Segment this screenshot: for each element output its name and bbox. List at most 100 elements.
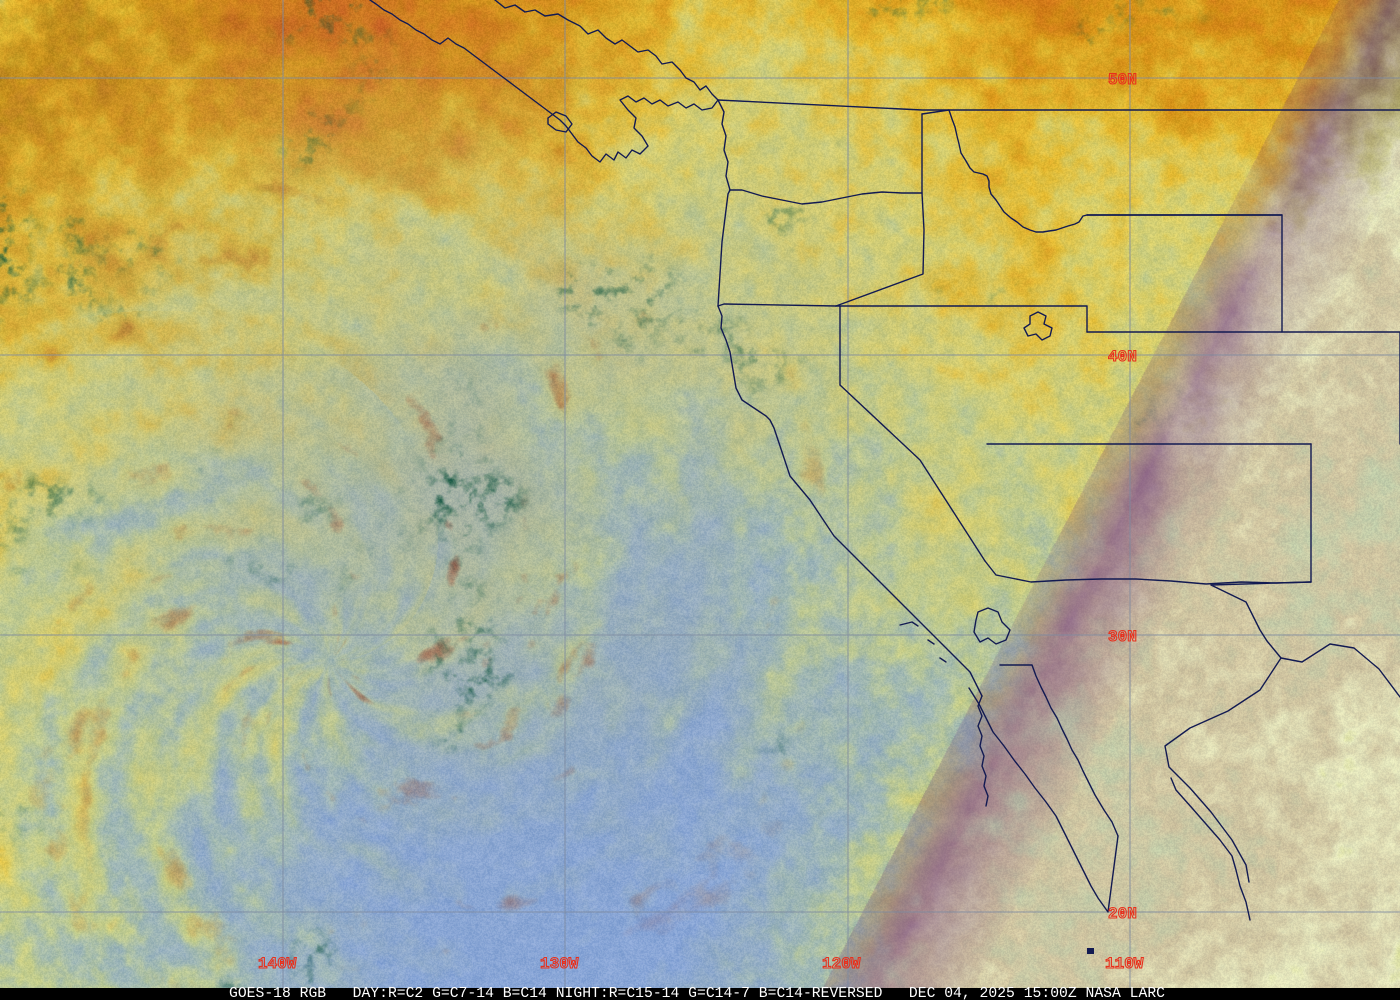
- svg-text:0: 0: [1118, 348, 1128, 366]
- svg-text:3: 3: [1108, 628, 1118, 646]
- svg-text:C: C: [706, 986, 715, 1000]
- svg-text:-: -: [467, 986, 476, 1000]
- svg-text:0: 0: [559, 955, 569, 973]
- svg-text:R: R: [388, 986, 397, 1000]
- svg-text:4: 4: [794, 986, 803, 1000]
- svg-text:4: 4: [723, 986, 732, 1000]
- svg-text:7: 7: [459, 986, 468, 1000]
- svg-text:0: 0: [841, 955, 851, 973]
- svg-text:C: C: [1156, 986, 1165, 1000]
- svg-text:0: 0: [1124, 955, 1134, 973]
- svg-text:V: V: [829, 986, 838, 1000]
- svg-text:G: G: [308, 986, 317, 1000]
- svg-text:-: -: [653, 986, 662, 1000]
- svg-text:W: W: [851, 955, 861, 973]
- svg-text:1: 1: [662, 986, 671, 1000]
- svg-text:E: E: [821, 986, 830, 1000]
- svg-text:0: 0: [1059, 986, 1068, 1000]
- svg-text:=: =: [768, 986, 777, 1000]
- svg-text::: :: [600, 986, 609, 1000]
- svg-text:W: W: [1134, 955, 1144, 973]
- svg-text:C: C: [927, 986, 936, 1000]
- svg-text:E: E: [865, 986, 874, 1000]
- svg-text::: :: [379, 986, 388, 1000]
- svg-text:Y: Y: [370, 986, 379, 1000]
- svg-text:S: S: [856, 986, 865, 1000]
- svg-text:=: =: [441, 986, 450, 1000]
- svg-text:1: 1: [822, 955, 832, 973]
- svg-text:3: 3: [550, 955, 560, 973]
- svg-text:C: C: [520, 986, 529, 1000]
- svg-text:R: R: [847, 986, 856, 1000]
- svg-text:1: 1: [1105, 955, 1115, 973]
- svg-text:G: G: [432, 986, 441, 1000]
- svg-text:1: 1: [1024, 986, 1033, 1000]
- svg-text:C: C: [776, 986, 785, 1000]
- svg-text:0: 0: [988, 986, 997, 1000]
- svg-text:4: 4: [268, 955, 278, 973]
- svg-text:E: E: [918, 986, 927, 1000]
- svg-text:N: N: [556, 986, 565, 1000]
- svg-text:0: 0: [1118, 71, 1128, 89]
- svg-text:0: 0: [1050, 986, 1059, 1000]
- svg-text:1: 1: [476, 986, 485, 1000]
- svg-text:2: 2: [997, 986, 1006, 1000]
- svg-text:E: E: [838, 986, 847, 1000]
- svg-text:W: W: [287, 955, 297, 973]
- svg-text:=: =: [512, 986, 521, 1000]
- svg-text:1: 1: [273, 986, 282, 1000]
- svg-text:S: S: [1103, 986, 1112, 1000]
- svg-text:1: 1: [540, 955, 550, 973]
- svg-text:7: 7: [741, 986, 750, 1000]
- svg-text:L: L: [1130, 986, 1139, 1000]
- svg-text:R: R: [1147, 986, 1156, 1000]
- svg-text:H: H: [582, 986, 591, 1000]
- svg-text:W: W: [569, 955, 579, 973]
- svg-text:C: C: [450, 986, 459, 1000]
- svg-text:0: 0: [1118, 905, 1128, 923]
- svg-text:D: D: [353, 986, 362, 1000]
- svg-text:5: 5: [644, 986, 653, 1000]
- svg-text:4: 4: [485, 986, 494, 1000]
- svg-text:N: N: [1127, 348, 1137, 366]
- svg-text:B: B: [759, 986, 768, 1000]
- svg-text:4: 4: [953, 986, 962, 1000]
- svg-text:-: -: [803, 986, 812, 1000]
- svg-text:N: N: [1127, 71, 1137, 89]
- svg-text:,: ,: [962, 986, 971, 1000]
- svg-text:1: 1: [635, 986, 644, 1000]
- svg-text:5: 5: [1006, 986, 1015, 1000]
- svg-text:1: 1: [785, 986, 794, 1000]
- svg-text:2: 2: [1108, 905, 1118, 923]
- svg-text:G: G: [229, 986, 238, 1000]
- svg-text:1: 1: [529, 986, 538, 1000]
- svg-text:-: -: [732, 986, 741, 1000]
- svg-text:2: 2: [832, 955, 842, 973]
- svg-text:C: C: [626, 986, 635, 1000]
- svg-text:A: A: [1112, 986, 1121, 1000]
- svg-text:0: 0: [1118, 628, 1128, 646]
- svg-text:N: N: [1127, 628, 1137, 646]
- svg-text:4: 4: [1108, 348, 1118, 366]
- svg-text:I: I: [565, 986, 574, 1000]
- svg-text:4: 4: [538, 986, 547, 1000]
- svg-text:R: R: [609, 986, 618, 1000]
- svg-text:Z: Z: [1068, 986, 1077, 1000]
- svg-text:B: B: [503, 986, 512, 1000]
- svg-text:=: =: [397, 986, 406, 1000]
- svg-text:=: =: [697, 986, 706, 1000]
- svg-text:0: 0: [277, 955, 287, 973]
- svg-text:G: G: [573, 986, 582, 1000]
- svg-text:G: G: [688, 986, 697, 1000]
- svg-text::: :: [1041, 986, 1050, 1000]
- svg-text:5: 5: [1108, 71, 1118, 89]
- svg-text:1: 1: [715, 986, 724, 1000]
- svg-text:=: =: [618, 986, 627, 1000]
- svg-text:0: 0: [944, 986, 953, 1000]
- svg-text:2: 2: [980, 986, 989, 1000]
- svg-text:C: C: [406, 986, 415, 1000]
- svg-text:2: 2: [414, 986, 423, 1000]
- svg-text:R: R: [812, 986, 821, 1000]
- svg-text:4: 4: [671, 986, 680, 1000]
- svg-text:1: 1: [1115, 955, 1125, 973]
